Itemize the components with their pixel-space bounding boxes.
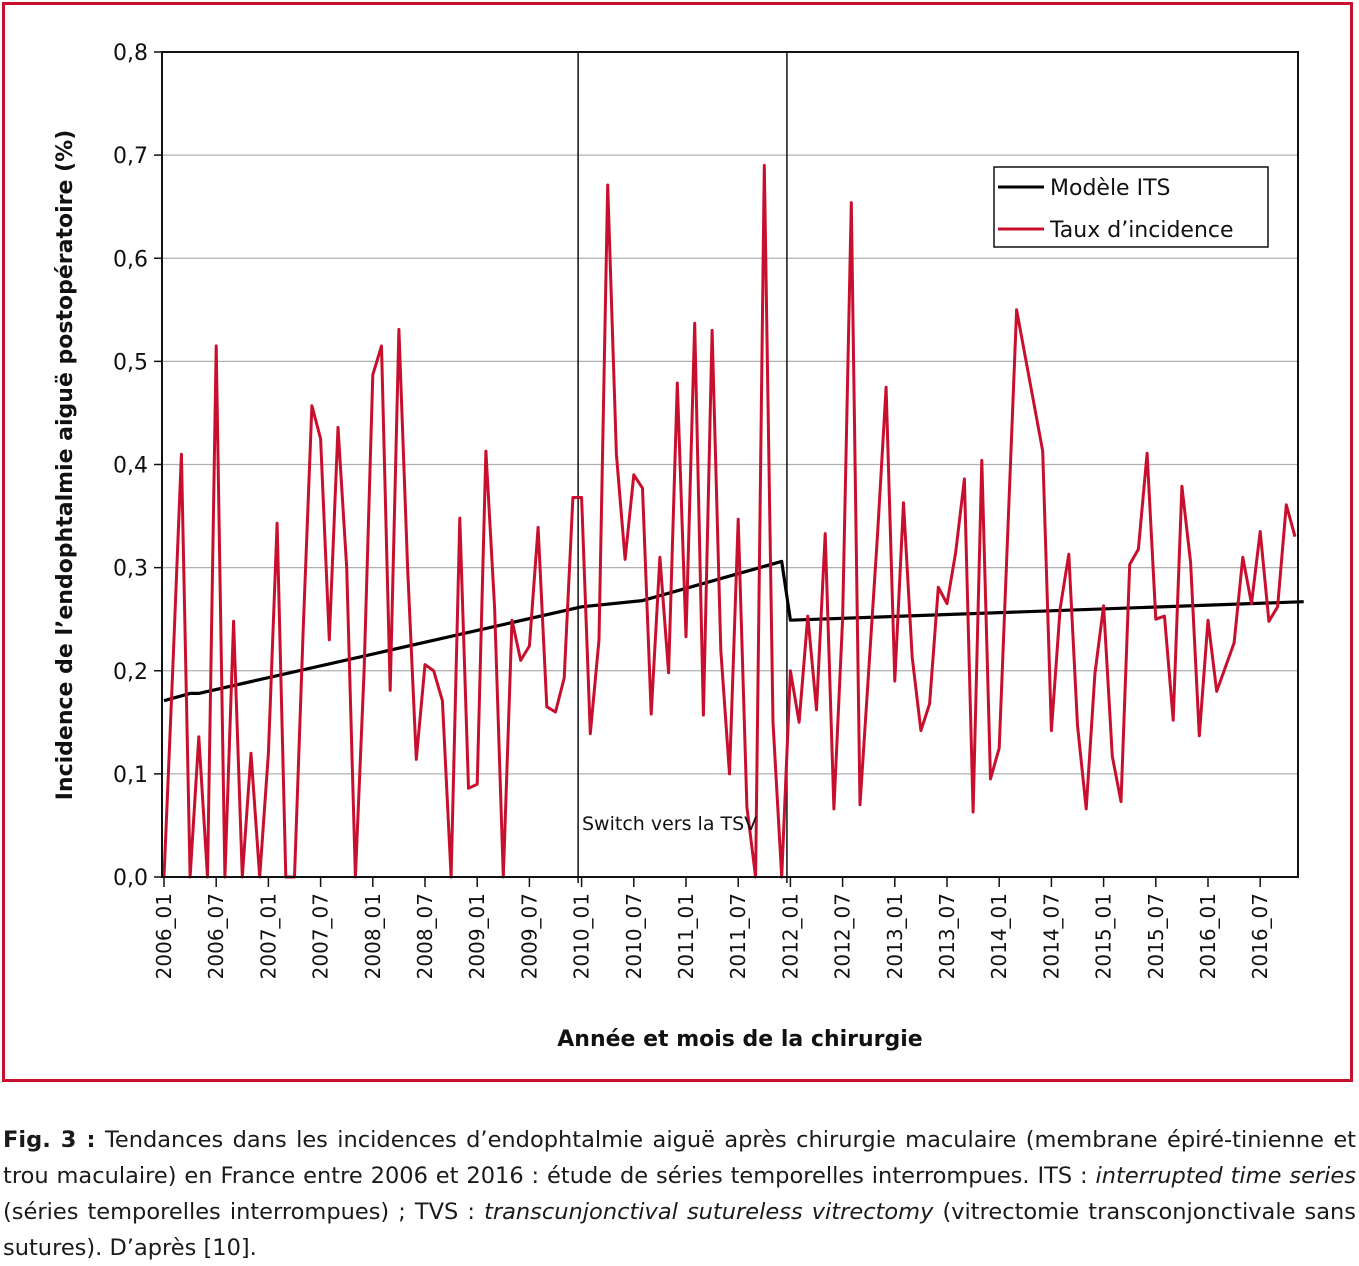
series-line-incidence (162, 163, 1297, 879)
axes: 0,0 0,1 0,2 0,3 0,4 0,5 0,6 0,7 0,8 2006_01 2006_0… (113, 41, 1299, 979)
y-tick-label: 0,4 (113, 454, 148, 479)
figure-frame (2, 2, 1353, 1082)
x-tick-label: 2011_01 (674, 893, 698, 979)
plot-area (161, 51, 1299, 878)
legend-entry: Taux d’incidence (1049, 218, 1234, 243)
x-axis-title: Année et mois de la chirurgie (557, 1027, 922, 1052)
y-tick-label: 0,1 (113, 763, 148, 788)
x-tick-label: 2015_07 (1144, 893, 1168, 979)
x-tick-label: 2012_01 (778, 893, 802, 979)
y-tick-label: 0,2 (113, 660, 148, 685)
x-tick-label: 2011_07 (726, 893, 750, 979)
y-tick-label: 0,8 (113, 41, 148, 66)
x-tick-label: 2009_07 (517, 893, 541, 979)
caption-its-translation: (séries temporelles interrompues) ; TVS … (3, 1199, 485, 1225)
y-axis-title: Incidence de l’endophtalmie aiguë postop… (53, 130, 78, 801)
series-layer (162, 163, 1304, 879)
x-tick-label: 2015_01 (1092, 893, 1116, 979)
x-tick-label: 2012_07 (831, 893, 855, 979)
x-tick-label: 2013_01 (883, 893, 907, 979)
y-tick-label: 0,6 (113, 247, 148, 272)
x-tick-label: 2009_01 (465, 893, 489, 979)
caption-tvs-term: transcunjonctival sutureless vitrectomy (484, 1199, 934, 1225)
x-tick-label: 2014_01 (987, 893, 1011, 979)
caption-its-term: interrupted time series (1095, 1163, 1356, 1189)
x-tick-label: 2007_07 (309, 893, 333, 979)
x-tick-label: 2006_01 (152, 893, 176, 979)
y-tick-label: 0,5 (113, 350, 148, 375)
x-tick-label: 2013_07 (935, 893, 959, 979)
switch-annotation: Switch vers la TSV (582, 813, 757, 835)
caption-text: Tendances dans les incidences d’endophta… (3, 1127, 1356, 1189)
y-tick-label: 0,0 (113, 866, 148, 891)
line-chart: 0,0 0,1 0,2 0,3 0,4 0,5 0,6 0,7 0,8 2006_01 2006_0… (53, 41, 1304, 1052)
x-tick-label: 2014_07 (1039, 893, 1063, 979)
gridlines (162, 51, 1298, 775)
caption-fig-label: Fig. 3 : (3, 1127, 96, 1153)
legend-entry: Modèle ITS (1050, 176, 1170, 201)
x-tick-label: 2010_01 (570, 893, 594, 979)
y-tick-label: 0,7 (113, 144, 148, 169)
legend: Modèle ITS Taux d’incidence (993, 166, 1269, 248)
legend-box (993, 166, 1269, 248)
x-tick-label: 2008_01 (361, 893, 385, 979)
x-tick-label: 2010_07 (622, 893, 646, 979)
x-tick-label: 2008_07 (413, 893, 437, 979)
caption-tvs-translation: (vitrectomie transconjonctivale sans sut… (3, 1199, 1356, 1261)
x-tick-label: 2016_01 (1196, 893, 1220, 979)
x-tick-label: 2016_07 (1248, 893, 1272, 979)
series-line-its-model (163, 559, 1304, 703)
x-tick-label: 2007_01 (256, 893, 280, 979)
y-tick-label: 0,3 (113, 557, 148, 582)
x-tick-label: 2006_07 (204, 893, 228, 979)
figure-caption: Fig. 3 : Tendances dans les incidences d… (3, 1122, 1356, 1266)
